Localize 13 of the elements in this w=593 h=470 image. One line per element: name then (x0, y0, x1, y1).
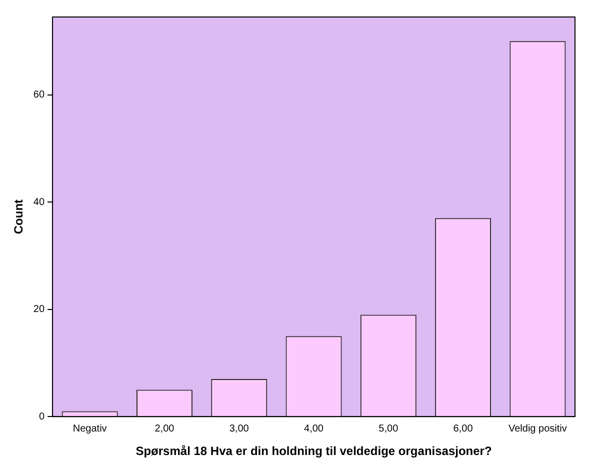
x-tick-label: Negativ (72, 423, 107, 434)
y-tick-label: 40 (33, 196, 45, 208)
x-tick-label: 5,00 (378, 423, 399, 434)
x-tick-label: Veldig positiv (508, 423, 567, 434)
x-tick-label: 6,00 (453, 423, 474, 434)
y-tick-label: 0 (38, 411, 45, 422)
y-tick-label: 20 (33, 304, 45, 316)
y-tick-label: 60 (33, 90, 45, 101)
x-tick-label: 3,00 (229, 423, 250, 434)
x-tick-label: 2,00 (154, 423, 175, 434)
x-tick-label: 4,00 (304, 423, 324, 434)
x-axis-title: Spørsmål 18 Hva er din holdning til veldedige organisasjoner? (136, 444, 492, 458)
y-axis-title: Count (12, 199, 26, 234)
